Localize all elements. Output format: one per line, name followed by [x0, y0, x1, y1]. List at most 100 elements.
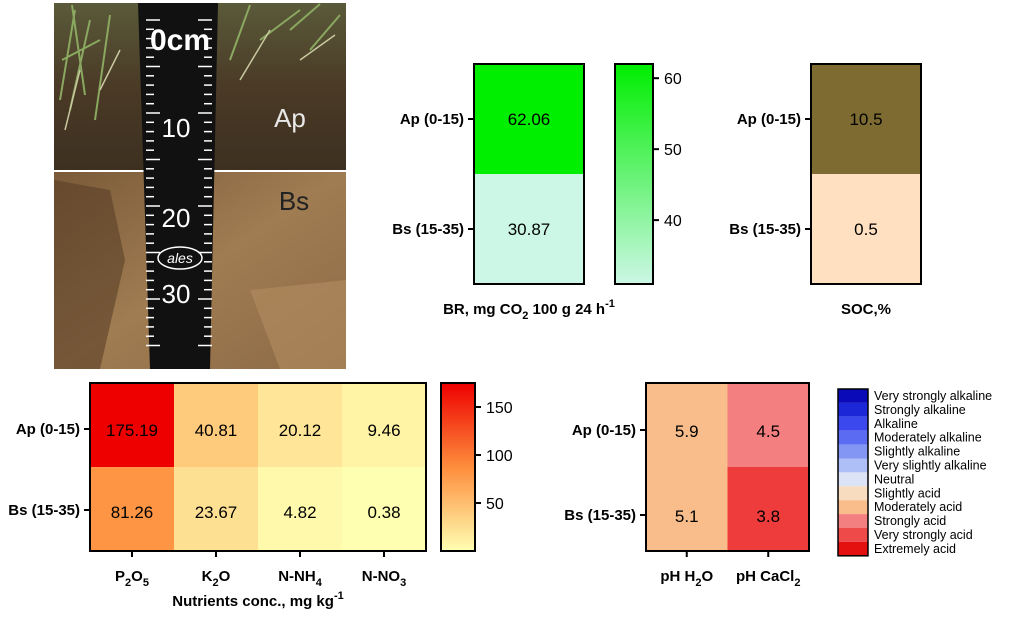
legend-label: Slightly alkaline [874, 445, 960, 459]
measuring-tape [138, 3, 218, 369]
nutrients-axis-label: Nutrients conc., mg kg-1 [172, 590, 343, 610]
heatmap-frame [89, 382, 427, 552]
legend-label: Strongly acid [874, 514, 946, 528]
legend-swatch [838, 389, 868, 403]
dry-grass [64, 29, 336, 131]
legend-label: Neutral [874, 472, 914, 486]
nutrients-column-label-1: K2O [202, 568, 231, 589]
heatmap-cell [646, 467, 728, 551]
cell-value: 30.87 [508, 220, 551, 239]
horizon-label-bs: Bs [279, 186, 309, 216]
legend-swatch [838, 472, 868, 487]
heatmap-cell [342, 383, 426, 467]
cell-value: 0.38 [367, 503, 400, 522]
nutrients-heatmap: 175.19 40.81 20.12 9.46 81.26 23.67 4.82 0.38 A… [8, 382, 513, 610]
horizon-label-ap: Ap [274, 103, 306, 133]
legend-label: Extremely acid [874, 542, 956, 556]
heatmap-cell [474, 64, 584, 174]
row-label-bs: Bs (15-35) [729, 221, 801, 238]
row-label-ap: Ap (0-15) [572, 422, 636, 439]
br-colorbar-ticks: 40 50 60 [653, 71, 682, 230]
cell-value: 0.5 [854, 220, 878, 239]
cell-value: 5.9 [675, 422, 699, 441]
legend-label: Strongly alkaline [874, 403, 966, 417]
legend-swatch [838, 458, 868, 473]
heatmap-cell [811, 174, 921, 284]
cell-value: 3.8 [756, 507, 780, 526]
cell-value: 40.81 [195, 421, 238, 440]
colorbar-tick-label: 100 [486, 448, 513, 465]
nutrients-column-label-3: N-NO3 [362, 568, 406, 589]
cell-value: 62.06 [508, 110, 551, 129]
row-label-bs: Bs (15-35) [8, 502, 80, 519]
nutrients-column-label-2: N-NH4 [278, 568, 323, 589]
br-colorbar [614, 63, 654, 285]
legend-label: Very strongly acid [874, 528, 973, 542]
heatmap-cell [90, 467, 174, 551]
heatmap-cell [727, 383, 809, 467]
heatmap-cell [174, 467, 258, 551]
br-heatmap: Ap (0-15) Bs (15-35) 62.06 30.87 BR, mg … [392, 63, 682, 322]
row-label-bs: Bs (15-35) [564, 507, 636, 524]
ph-column-label-1: pH CaCl2 [736, 568, 800, 589]
soc-axis-label: SOC,% [841, 301, 891, 318]
cell-value: 9.46 [367, 421, 400, 440]
legend-swatch [838, 430, 868, 445]
nutrients-cells: 175.19 40.81 20.12 9.46 81.26 23.67 4.82 0.38 [90, 383, 426, 551]
row-label-ap: Ap (0-15) [16, 421, 80, 438]
heatmap-cell [342, 467, 426, 551]
heatmap-cell [811, 64, 921, 174]
heatmap-cell [727, 467, 809, 551]
legend-swatch [838, 402, 868, 417]
pit-shadow [54, 180, 125, 369]
legend-swatch [838, 541, 868, 556]
heatmap-cell [174, 383, 258, 467]
heatmap-cell [646, 383, 728, 467]
legend-swatch [838, 514, 868, 528]
colorbar-tick-label: 150 [486, 400, 513, 417]
heatmap-cell [474, 174, 584, 284]
br-axis-label: BR, mg CO2 100 g 24 h-1 [443, 298, 615, 322]
ruler-mark-20: 20 [162, 203, 191, 233]
ph-column-labels: pH H2O pH CaCl2 [660, 551, 800, 589]
logo-emblem [157, 246, 203, 270]
legend-label: Very strongly alkaline [874, 389, 992, 403]
row-label-ap: Ap (0-15) [737, 111, 801, 128]
legend-label: Very slightly alkaline [874, 459, 987, 473]
logo-text: ales [167, 250, 193, 266]
heatmap-cell [258, 467, 342, 551]
row-label-bs: Bs (15-35) [392, 221, 464, 238]
cell-value: 81.26 [111, 503, 154, 522]
cell-value: 5.1 [675, 507, 699, 526]
cell-value: 175.19 [106, 421, 158, 440]
legend-label: Moderately acid [874, 500, 962, 514]
ruler-zero-label: 0cm [150, 24, 210, 57]
colorbar-tick-label: 50 [486, 496, 504, 513]
legend-swatch [838, 444, 868, 459]
cell-value: 10.5 [849, 110, 882, 129]
heatmap-frame [810, 63, 922, 285]
colorbar-tick-label: 60 [664, 71, 682, 88]
colorbar-tick-label: 50 [664, 142, 682, 159]
ruler-mark-30: 30 [162, 279, 191, 309]
legend-frame [837, 388, 869, 557]
nutrients-column-labels: P2O5 K2O N-NH4 N-NO3 [115, 551, 406, 589]
cell-value: 4.5 [756, 422, 780, 441]
legend-label: Alkaline [874, 417, 918, 431]
heatmap-cell [90, 383, 174, 467]
soc-heatmap: Ap (0-15) Bs (15-35) 10.5 0.5 SOC,% [729, 63, 922, 318]
legend-swatch [838, 486, 868, 501]
legend-swatch [838, 528, 868, 542]
nutrients-colorbar-ticks: 50 100 150 [475, 400, 513, 513]
nutrients-column-label-0: P2O5 [115, 568, 149, 589]
ph-heatmap: 5.9 4.5 5.1 3.8 Ap (0-15) Bs (15-35) pH H2O… [564, 382, 992, 589]
legend-swatch [838, 500, 868, 515]
ph-column-label-0: pH H2O [660, 568, 713, 589]
soil-profile-photo: 0cm 10 20 30 ales Ap Bs [54, 3, 346, 369]
row-label-ap: Ap (0-15) [400, 111, 464, 128]
colorbar-tick-label: 40 [664, 213, 682, 230]
nutrients-colorbar [440, 382, 476, 552]
ruler-ticks [146, 19, 212, 347]
ruler-mark-10: 10 [162, 113, 191, 143]
